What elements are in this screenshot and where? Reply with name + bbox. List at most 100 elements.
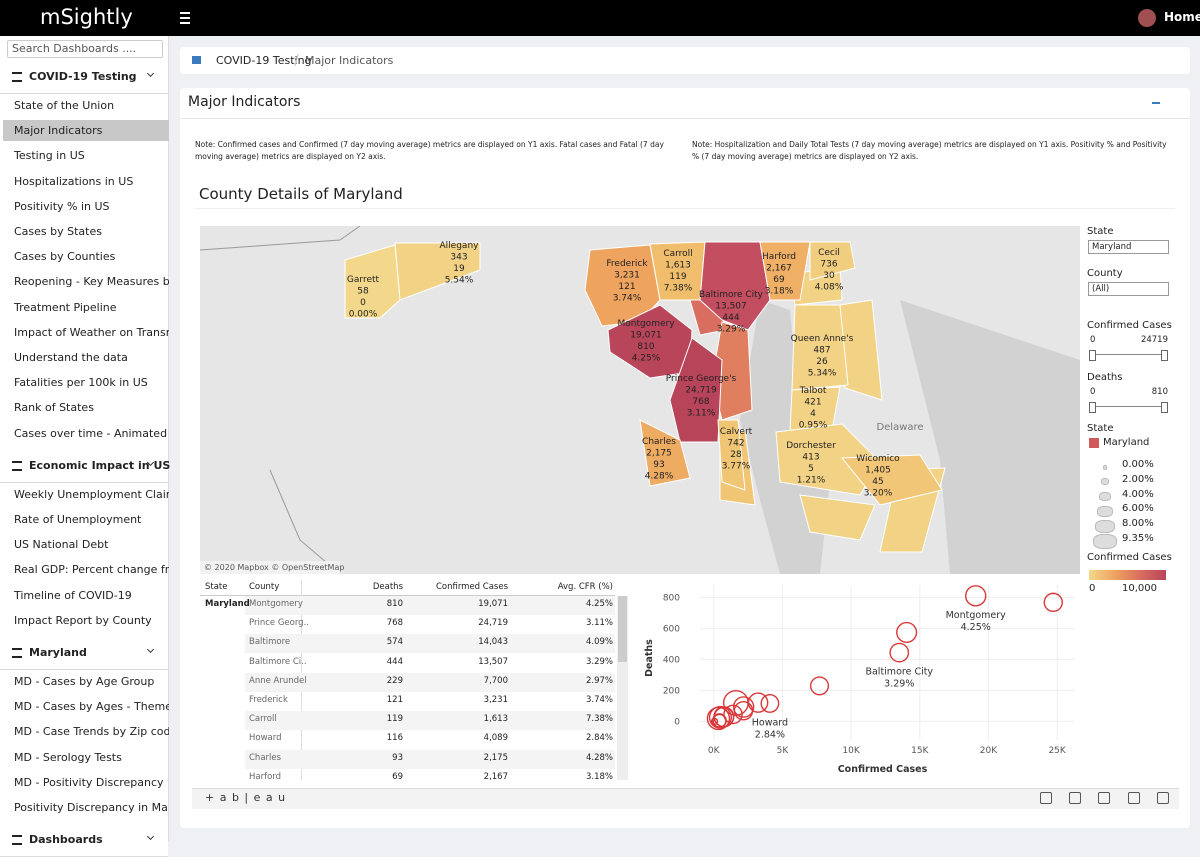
menu-icon[interactable]	[180, 12, 190, 24]
group-title[interactable]: COVID-19 Testing	[29, 70, 137, 83]
toolbar-button[interactable]	[1128, 792, 1140, 804]
nav-item[interactable]: Rate of Unemployment	[14, 513, 142, 526]
toolbar-button[interactable]	[1098, 792, 1110, 804]
table-cell: Carroll	[249, 714, 277, 725]
slider-handle[interactable]	[1089, 402, 1096, 413]
x-tick-label: 10K	[842, 746, 860, 756]
nav-item[interactable]: Rank of States	[14, 401, 94, 415]
nav-item[interactable]: Weekly Unemployment Claims	[14, 487, 169, 501]
county-label: 3.18%	[765, 287, 794, 297]
nav-item[interactable]: Impact Report by County	[14, 613, 152, 627]
point	[896, 621, 918, 644]
search-input[interactable]: Search Dashboards ....	[7, 40, 163, 58]
county-label: 3.11%	[687, 409, 716, 419]
county-label: 93	[653, 460, 664, 470]
avatar[interactable]	[1138, 9, 1156, 27]
county-label: Queen Anne's	[791, 334, 854, 344]
point	[760, 693, 780, 713]
scroll-thumb[interactable]	[618, 596, 627, 662]
county-label: Carroll	[663, 249, 692, 259]
slider-handle[interactable]	[1161, 402, 1168, 413]
nav-item[interactable]: Real GDP: Percent change fro..	[14, 563, 169, 577]
county-label: 5.34%	[808, 369, 837, 379]
county-label: Charles	[642, 437, 676, 447]
county-shape	[669, 337, 723, 443]
county-shape	[639, 419, 691, 487]
dropdown[interactable]: (All)	[1088, 282, 1169, 296]
crumb[interactable]: COVID-19 Testing	[216, 54, 312, 67]
group-icon	[12, 460, 22, 471]
county-label: 736	[820, 260, 837, 270]
nav-item[interactable]: Positivity % in US	[14, 199, 110, 213]
nav-item[interactable]: Hospitalizations in US	[14, 174, 134, 188]
table-cell: 2.84%	[585, 733, 613, 744]
range-min: 0	[1090, 387, 1096, 397]
row-band	[245, 634, 615, 654]
county-label: 421	[804, 398, 821, 408]
nav-item[interactable]: Positivity Discrepancy in Ma..	[14, 801, 169, 814]
nav-item[interactable]: Major Indicators	[3, 120, 169, 142]
annotation: Baltimore City	[865, 667, 933, 678]
nav-item[interactable]: MD - Positivity Discrepancy	[14, 775, 164, 789]
group-title[interactable]: Maryland	[29, 646, 87, 659]
size-legend-label: 0.00%	[1122, 459, 1154, 470]
row-band	[245, 672, 615, 692]
x-tick-label: 20K	[980, 746, 998, 756]
nav-item[interactable]: MD - Serology Tests	[14, 750, 122, 764]
table-cell: 574	[386, 637, 403, 648]
y-tick-label: 800	[663, 593, 680, 603]
table-cell: Montgomery	[249, 599, 303, 609]
group-title[interactable]: Dashboards	[29, 833, 103, 847]
nav-item[interactable]: Reopening - Key Measures by ..	[14, 275, 169, 289]
nav-item[interactable]: Impact of Weather on Transmi..	[14, 325, 169, 339]
table-cell: Baltimore Ci..	[249, 656, 307, 667]
legend-title: Confirmed Cases	[1087, 552, 1172, 563]
table-cell: 4.25%	[585, 599, 613, 609]
nav-item[interactable]: Testing in US	[14, 149, 85, 163]
nav-item[interactable]: Cases over time - Animated M..	[14, 426, 169, 440]
nav-item[interactable]: Treatment Pipeline	[14, 300, 117, 314]
nav-item[interactable]: State of the Union	[14, 99, 115, 112]
group-title[interactable]: Economic Impact in US	[29, 458, 171, 472]
user-link[interactable]: Home	[1164, 10, 1200, 24]
attribution: © 2020 Mapbox © OpenStreetMap	[204, 563, 344, 572]
table-cell: 14,043	[478, 637, 508, 648]
annotation: Montgomery	[946, 610, 1007, 621]
toolbar-button[interactable]	[1040, 792, 1052, 804]
nav-item[interactable]: Timeline of COVID-19	[14, 588, 132, 602]
slider-handle[interactable]	[1161, 350, 1168, 361]
color-legend-max: 10,000	[1122, 583, 1157, 594]
county-label: 28	[730, 450, 742, 460]
dropdown[interactable]: Maryland	[1088, 240, 1169, 254]
county-label: 742	[727, 439, 744, 449]
size-swatch	[1099, 492, 1111, 502]
group-header-bg	[0, 62, 168, 94]
slider-handle[interactable]	[1089, 350, 1096, 361]
tableau-logo[interactable]: + a b | e a u	[205, 791, 287, 804]
nav-item[interactable]: US National Debt	[14, 538, 109, 552]
table-cell: Charles	[249, 752, 282, 763]
nav-item[interactable]: Understand the data	[14, 351, 128, 364]
nav-item[interactable]: Cases by States	[14, 225, 102, 238]
nav-item[interactable]: MD - Case Trends by Zip code..	[14, 725, 169, 739]
title-rule	[195, 208, 1175, 209]
county-label: 768	[692, 397, 709, 407]
nav-item[interactable]: MD - Cases by Age Group	[14, 675, 155, 688]
county-label: 0.95%	[799, 421, 828, 431]
annotation: 2.84%	[755, 729, 785, 740]
county-label: Wicomico	[856, 454, 900, 464]
toolbar-button[interactable]	[1069, 792, 1081, 804]
county-label: 19,071	[630, 331, 662, 341]
table-cell: 4.09%	[585, 637, 613, 648]
nav-item[interactable]: Fatalities per 100k in US	[14, 376, 148, 390]
nav-item[interactable]: Cases by Counties	[14, 250, 116, 264]
size-legend-label: 4.00%	[1122, 488, 1154, 500]
county-shape	[809, 241, 856, 281]
table-cell: 4.28%	[585, 752, 613, 763]
county-label: 121	[618, 282, 635, 292]
county-label: 810	[637, 342, 654, 352]
table-cell: 810	[386, 599, 403, 609]
nav-item[interactable]: MD - Cases by Ages - Theme R..	[14, 700, 169, 714]
minimize[interactable]	[1152, 102, 1160, 104]
toolbar-button[interactable]	[1157, 792, 1169, 804]
